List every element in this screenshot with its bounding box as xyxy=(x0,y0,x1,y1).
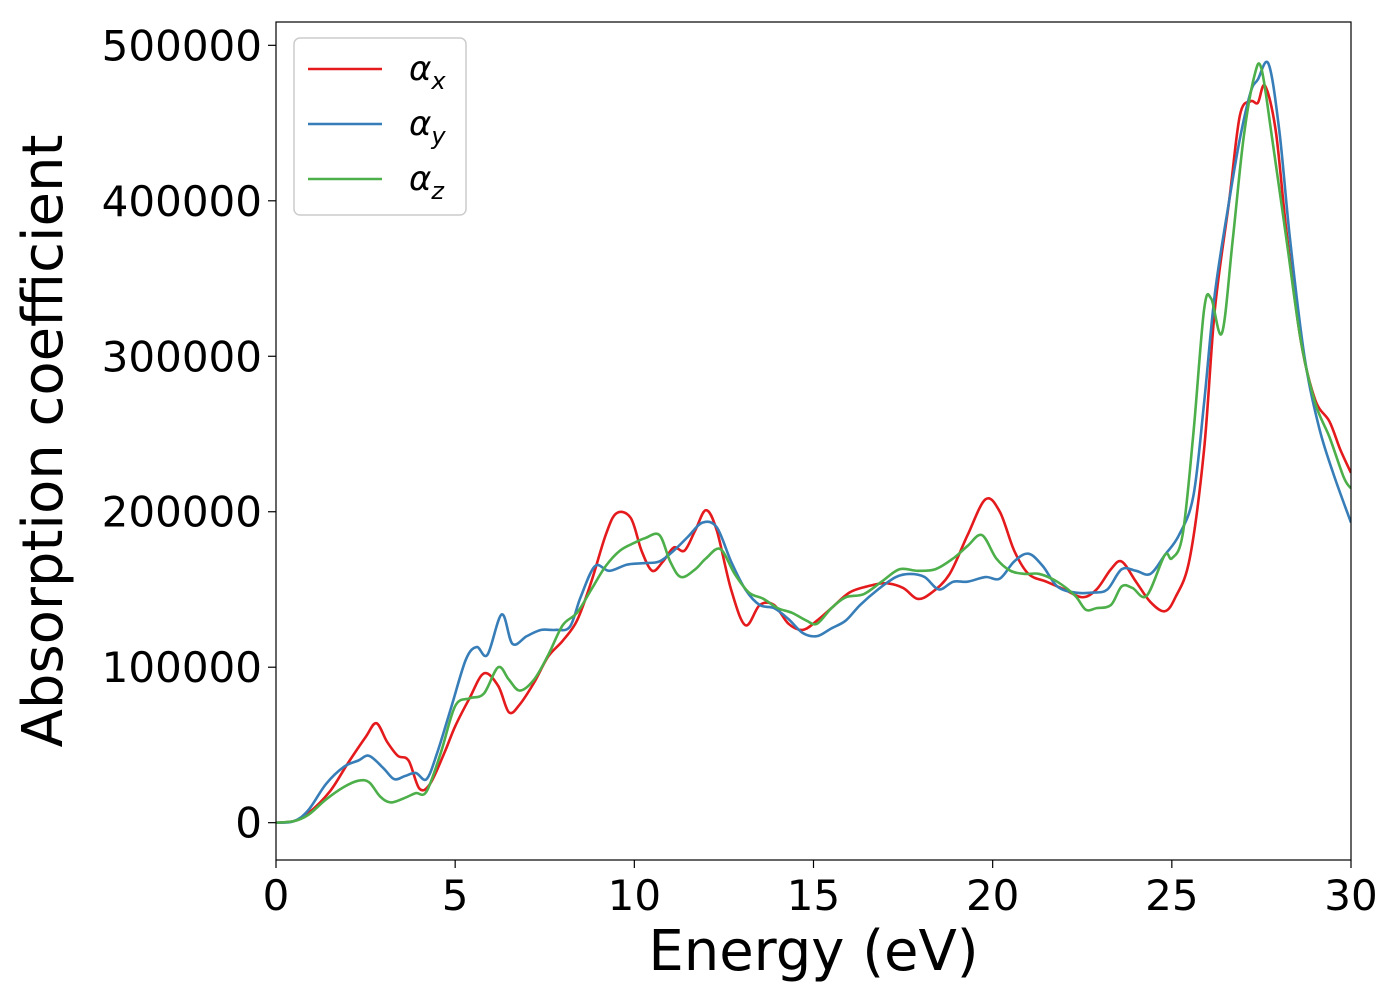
series-line-alpha-z xyxy=(276,62,1351,824)
x-tick-label: 20 xyxy=(966,871,1019,920)
y-axis-label: Absorption coefficient xyxy=(11,135,76,748)
x-tick-label: 10 xyxy=(608,871,661,920)
y-axis: 0 100000 200000 300000 400000 500000 xyxy=(102,21,276,848)
series-line-alpha-y xyxy=(276,60,1351,824)
x-axis: 0 5 10 15 20 25 30 xyxy=(263,860,1378,920)
x-tick-label: 5 xyxy=(442,871,469,920)
x-tick-label: 25 xyxy=(1145,871,1198,920)
x-tick-label: 15 xyxy=(787,871,840,920)
x-axis-label: Energy (eV) xyxy=(648,919,978,984)
series-layer xyxy=(276,60,1351,824)
y-tick-label: 500000 xyxy=(102,21,262,70)
x-tick-label: 30 xyxy=(1324,871,1377,920)
x-tick-label: 0 xyxy=(263,871,290,920)
y-tick-label: 300000 xyxy=(102,332,262,381)
y-tick-label: 400000 xyxy=(102,177,262,226)
series-line-alpha-x xyxy=(276,83,1351,824)
y-tick-label: 100000 xyxy=(102,643,262,692)
y-tick-label: 0 xyxy=(235,799,262,848)
legend-box xyxy=(293,37,467,216)
y-tick-label: 200000 xyxy=(102,488,262,537)
